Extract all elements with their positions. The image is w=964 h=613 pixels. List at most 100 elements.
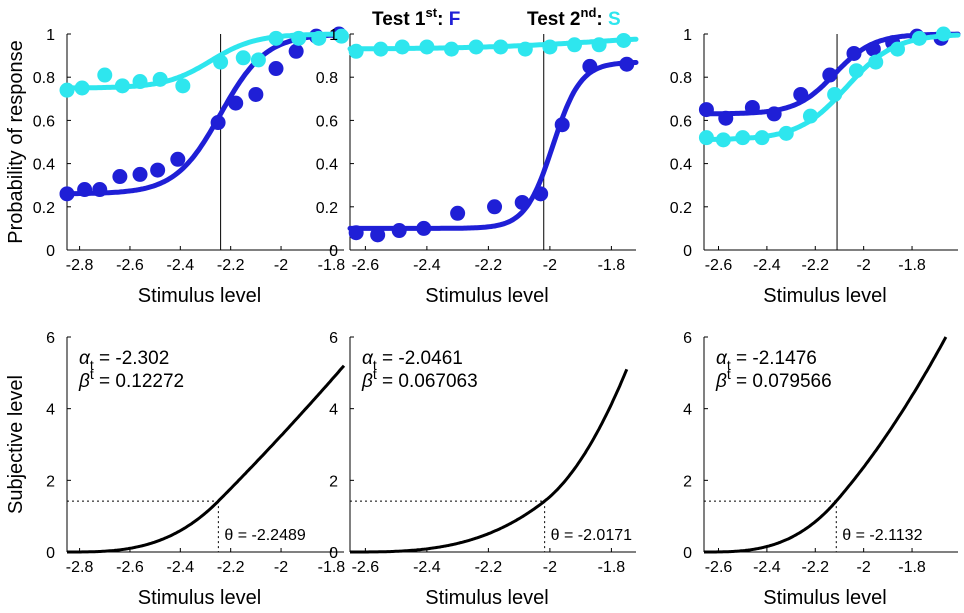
data-point-first [766, 106, 782, 122]
y-axis-label: Subjective level [5, 375, 27, 514]
alpha-annotation: αt = -2.1476 [716, 348, 817, 373]
x-tick-label: -2 [857, 559, 871, 576]
fit-curve-second [701, 32, 961, 143]
data-point-second [868, 54, 884, 70]
x-tick-label: -2.6 [705, 257, 733, 274]
legend-second-letter: S [608, 9, 621, 30]
data-point-second [890, 41, 906, 57]
panel-top-right: -2.6 -2.4 -2.2 -2 -1.8 0 0.2 0.4 0.6 0.8 1 Stimulus… [670, 26, 961, 307]
data-point-second [616, 32, 632, 48]
x-tick-label: -1.8 [598, 559, 626, 576]
data-point-second [542, 39, 558, 55]
x-tick-label: -2.2 [475, 257, 503, 274]
alpha-annotation: αt = -2.0461 [362, 348, 463, 373]
data-point-second [213, 54, 229, 70]
data-point-second [778, 125, 794, 141]
theta-label: θ = -2.1132 [842, 527, 922, 544]
data-point-second [152, 71, 168, 87]
data-point-first [92, 182, 108, 198]
y-tick-label: 1 [46, 27, 55, 44]
data-point-first [132, 166, 148, 182]
data-point-first [533, 186, 549, 202]
data-point-first [487, 199, 503, 215]
x-tick-label: -2 [543, 257, 557, 274]
data-point-first [416, 220, 432, 236]
data-point-second [333, 28, 349, 44]
y-tick-label: 2 [329, 473, 338, 490]
data-point-second [59, 82, 75, 98]
data-point-first [348, 225, 364, 241]
x-tick-label: -2.6 [352, 257, 380, 274]
beta-annotation: βt = 0.067063 [361, 366, 478, 392]
x-tick-label: -2.4 [167, 559, 195, 576]
y-tick-label: 4 [329, 402, 338, 419]
data-point-first [698, 102, 714, 118]
y-tick-label: 6 [683, 330, 692, 347]
y-tick-label: 0.4 [670, 157, 692, 174]
y-tick-label: 0 [683, 243, 692, 260]
x-tick-label: -2.6 [116, 257, 144, 274]
x-tick-label: -2.4 [167, 257, 195, 274]
panel-bottom-left: -2.8 -2.6 -2.4 -2.2 -2 -1.8 0 2 4 6 Stimulus level… [5, 330, 345, 609]
data-point-first [288, 43, 304, 59]
y-tick-label: 0 [683, 545, 692, 562]
y-tick-label: 2 [46, 473, 55, 490]
data-point-second [698, 130, 714, 146]
data-point-first [112, 169, 128, 185]
x-tick-label: -2.6 [116, 559, 144, 576]
data-point-second [394, 39, 410, 55]
y-tick-label: 0.4 [33, 157, 55, 174]
y-tick-label: 6 [329, 330, 338, 347]
data-point-second [827, 86, 843, 102]
x-tick-label: -1.8 [898, 559, 926, 576]
x-tick-label: -2.8 [66, 257, 94, 274]
x-tick-label: -2.2 [217, 559, 245, 576]
legend-title-first: Test 1st: F [372, 5, 460, 30]
data-point-second [268, 30, 284, 46]
alpha-annotation: αt = -2.302 [79, 348, 169, 373]
x-tick-label: -2.4 [413, 559, 441, 576]
x-axis-label: Stimulus level [138, 587, 261, 609]
data-point-second [802, 108, 818, 124]
y-tick-label: 0 [46, 243, 55, 260]
data-point-first [450, 205, 466, 221]
data-point-second [935, 26, 951, 42]
data-point-first [77, 182, 93, 198]
x-tick-label: -2.8 [66, 559, 94, 576]
data-point-second [566, 37, 582, 53]
x-tick-label: -2.6 [705, 559, 733, 576]
x-axis-label: Stimulus level [763, 587, 886, 609]
x-axis-label: Stimulus level [763, 285, 886, 307]
panel-bottom-right: -2.6 -2.4 -2.2 -2 -1.8 0 2 4 6 Stimulus level θ = … [683, 330, 958, 609]
y-tick-label: 0.6 [33, 113, 55, 130]
data-point-second [235, 50, 251, 66]
data-point-first [744, 99, 760, 115]
data-point-first [248, 86, 264, 102]
data-point-first [554, 117, 570, 133]
y-tick-label: 0 [46, 545, 55, 562]
x-tick-label: -1.8 [598, 257, 626, 274]
data-point-second [175, 78, 191, 94]
x-tick-label: -1.8 [898, 257, 926, 274]
data-point-first [150, 162, 166, 178]
y-tick-label: 4 [46, 402, 55, 419]
y-tick-label: 1 [329, 27, 338, 44]
x-tick-label: -2.2 [801, 559, 829, 576]
x-tick-label: -2 [857, 257, 871, 274]
x-tick-label: -2 [274, 559, 288, 576]
data-point-first [514, 194, 530, 210]
y-tick-label: 0.8 [33, 70, 55, 87]
data-point-second [311, 30, 327, 46]
y-tick-label: 0.4 [316, 157, 338, 174]
y-tick-label: 0 [329, 243, 338, 260]
transducer-curve [67, 364, 346, 554]
x-tick-label: -1.8 [318, 257, 346, 274]
y-tick-label: 0.2 [33, 200, 55, 217]
data-point-second [419, 39, 435, 55]
y-tick-label: 2 [683, 473, 692, 490]
x-tick-label: -2.4 [413, 257, 441, 274]
x-tick-label: -1.8 [318, 559, 346, 576]
y-tick-label: 1 [683, 27, 692, 44]
y-tick-label: 6 [46, 330, 55, 347]
